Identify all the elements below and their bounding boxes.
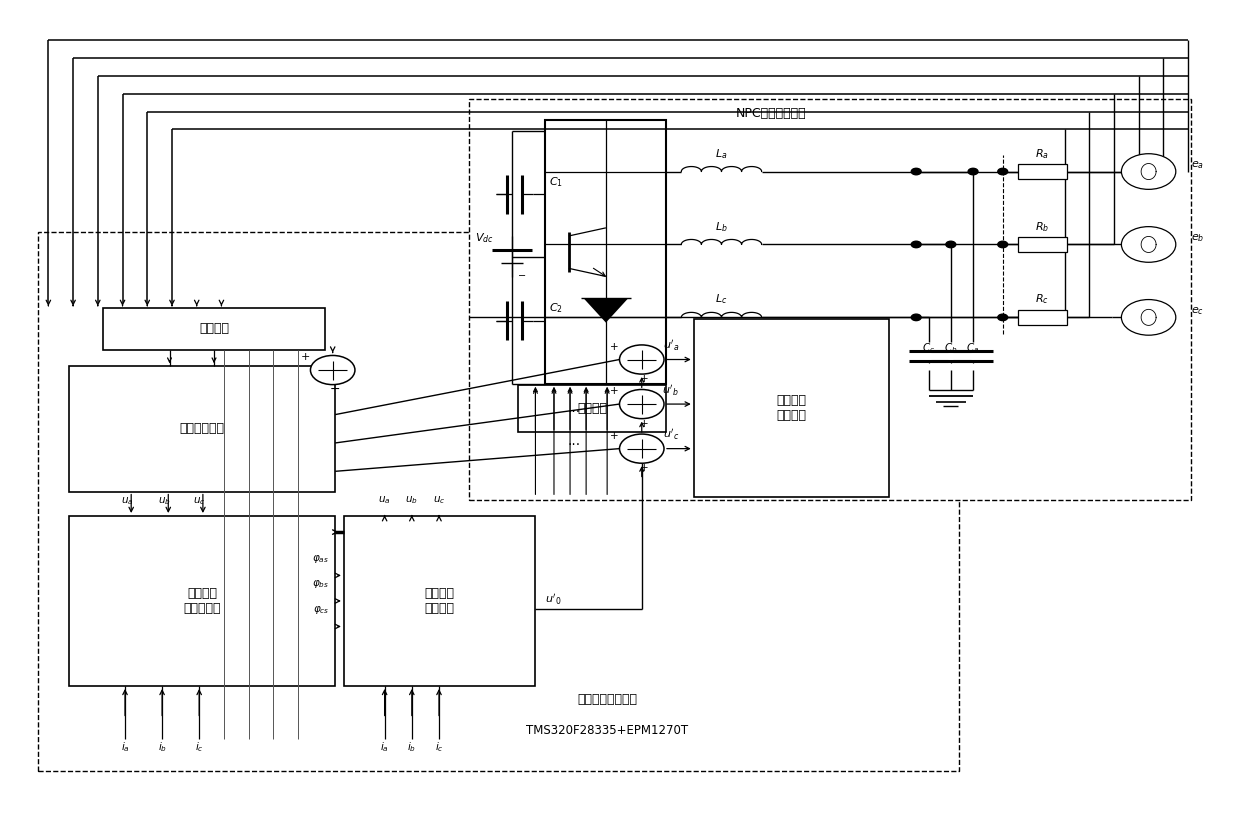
Circle shape xyxy=(620,389,664,419)
Text: $C_2$: $C_2$ xyxy=(549,302,563,315)
Polygon shape xyxy=(584,298,628,323)
Circle shape xyxy=(911,168,921,175)
Bar xyxy=(343,516,535,686)
Text: $e_c$: $e_c$ xyxy=(1191,305,1203,317)
Text: $e_b$: $e_b$ xyxy=(1191,232,1204,244)
Text: $\varphi_{bs}$: $\varphi_{bs}$ xyxy=(312,578,330,590)
Bar xyxy=(69,366,336,492)
Text: $u_c$: $u_c$ xyxy=(432,494,445,506)
Circle shape xyxy=(997,241,1007,248)
Text: +: + xyxy=(611,386,618,396)
Circle shape xyxy=(620,345,664,374)
Text: $u'_0$: $u'_0$ xyxy=(544,592,561,606)
Bar xyxy=(69,516,336,686)
Circle shape xyxy=(968,168,978,175)
Text: $e_a$: $e_a$ xyxy=(1191,159,1204,171)
Circle shape xyxy=(911,314,921,320)
Text: $i_c$: $i_c$ xyxy=(195,741,203,754)
Circle shape xyxy=(1121,227,1176,263)
Text: 驱动电路: 驱动电路 xyxy=(577,402,607,415)
Circle shape xyxy=(945,241,955,248)
Text: $i_a$: $i_a$ xyxy=(380,741,389,754)
Text: $C_c$: $C_c$ xyxy=(922,341,935,355)
Text: $u_b$: $u_b$ xyxy=(405,494,419,506)
Text: +: + xyxy=(611,431,618,441)
Text: $u_a$: $u_a$ xyxy=(121,496,134,507)
Text: +: + xyxy=(611,341,618,351)
Circle shape xyxy=(997,168,1007,175)
Text: +: + xyxy=(639,419,648,428)
Text: NPC三电平逆变器: NPC三电平逆变器 xyxy=(736,107,807,120)
Text: $C_a$: $C_a$ xyxy=(966,341,980,355)
Text: ...: ... xyxy=(567,401,580,415)
Text: $-$: $-$ xyxy=(517,269,527,280)
Text: $\varphi_{cs}$: $\varphi_{cs}$ xyxy=(312,604,330,616)
Circle shape xyxy=(997,314,1007,320)
Bar xyxy=(1017,164,1067,179)
Text: $u_a$: $u_a$ xyxy=(378,494,390,506)
Text: $i_b$: $i_b$ xyxy=(157,741,167,754)
Circle shape xyxy=(1121,154,1176,189)
Text: TMS320F28335+EPM1270T: TMS320F28335+EPM1270T xyxy=(527,724,688,737)
Text: $R_c$: $R_c$ xyxy=(1036,293,1049,307)
Circle shape xyxy=(1121,299,1176,335)
Text: +: + xyxy=(639,374,648,384)
Text: $i_c$: $i_c$ xyxy=(435,741,444,754)
Text: $L_b$: $L_b$ xyxy=(715,220,727,233)
Text: ...: ... xyxy=(567,434,580,448)
Bar xyxy=(518,385,667,433)
Circle shape xyxy=(620,434,664,463)
Bar xyxy=(1017,310,1067,324)
Text: $u'_c$: $u'_c$ xyxy=(663,428,679,442)
Text: 闭环控制单元: 闭环控制单元 xyxy=(180,422,224,435)
Text: $C_b$: $C_b$ xyxy=(944,341,958,355)
Bar xyxy=(694,319,890,498)
Text: 数字处理控制模块: 数字处理控制模块 xyxy=(577,693,637,706)
Text: $L_c$: $L_c$ xyxy=(715,293,727,307)
Text: $R_a$: $R_a$ xyxy=(1036,147,1049,161)
Circle shape xyxy=(911,241,921,248)
Text: 正弦脉宽
调制单元: 正弦脉宽 调制单元 xyxy=(777,394,807,422)
Text: +: + xyxy=(301,352,310,362)
Text: −: − xyxy=(330,383,341,396)
Bar xyxy=(1017,237,1067,252)
Text: 采样单元: 采样单元 xyxy=(199,322,229,335)
Text: $R_b$: $R_b$ xyxy=(1035,220,1049,233)
Text: $L_a$: $L_a$ xyxy=(715,147,727,161)
Text: 零序分量
计算单元: 零序分量 计算单元 xyxy=(425,587,455,615)
Bar xyxy=(103,307,326,350)
Text: $u'_a$: $u'_a$ xyxy=(663,338,679,353)
Text: $i_b$: $i_b$ xyxy=(408,741,416,754)
Bar xyxy=(38,233,959,771)
Text: $V_{dc}$: $V_{dc}$ xyxy=(475,232,493,246)
Text: $\varphi_{as}$: $\varphi_{as}$ xyxy=(312,553,330,565)
Text: +: + xyxy=(639,463,648,473)
Text: $u_c$: $u_c$ xyxy=(193,496,206,507)
Text: $u_b$: $u_b$ xyxy=(159,496,171,507)
Text: 调制波区
间划分单元: 调制波区 间划分单元 xyxy=(183,587,221,615)
Bar xyxy=(468,98,1191,500)
Text: $u'_b$: $u'_b$ xyxy=(662,383,679,398)
Text: $i_a$: $i_a$ xyxy=(120,741,129,754)
Bar xyxy=(545,120,667,384)
Text: $C_1$: $C_1$ xyxy=(549,175,563,189)
Circle shape xyxy=(311,355,354,385)
